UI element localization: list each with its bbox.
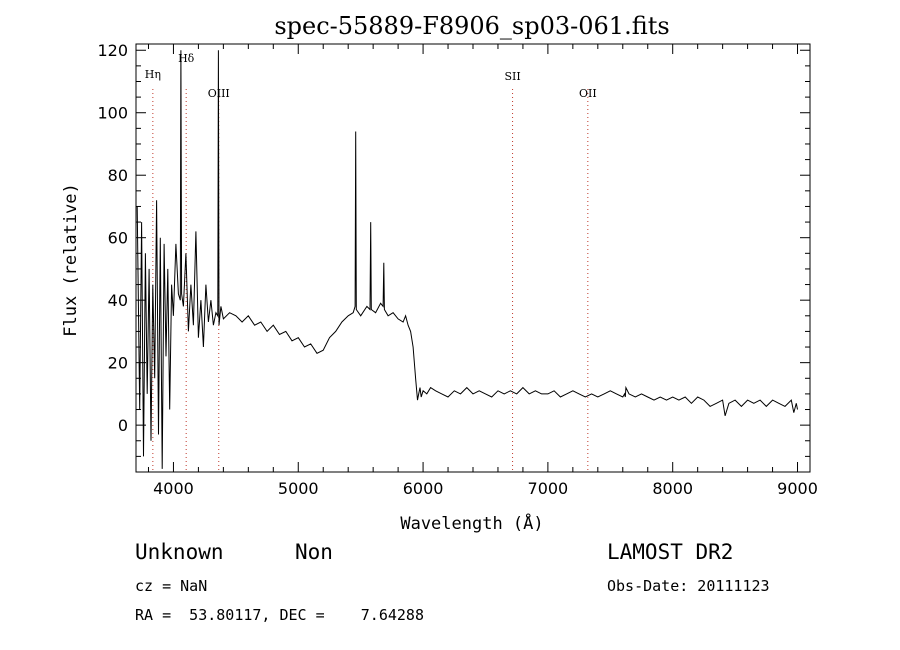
y-tick-label: 120	[97, 41, 128, 60]
x-axis-label: Wavelength (Å)	[400, 512, 543, 534]
survey-name: LAMOST DR2	[607, 540, 733, 564]
x-tick-label: 4000	[153, 479, 194, 498]
spectrum-line	[136, 50, 798, 469]
y-tick-label: 80	[108, 166, 128, 185]
x-tick-label: 8000	[652, 479, 693, 498]
x-tick-label: 5000	[278, 479, 319, 498]
y-tick-label: 0	[118, 416, 128, 435]
y-tick-label: 20	[108, 354, 128, 373]
y-tick-label: 100	[97, 104, 128, 123]
chart-title: spec-55889-F8906_sp03-061.fits	[274, 12, 669, 40]
observation-date: Obs-Date: 20111123	[607, 577, 770, 595]
emission-line-label: Hδ	[178, 52, 195, 65]
emission-line-label: SII	[504, 70, 520, 83]
x-tick-label: 7000	[528, 479, 569, 498]
y-axis-label: Flux (relative)	[61, 183, 81, 337]
axis-ticks: 4000 5000 6000 7000 8000 9000 0 20 40 60 80 100 120	[97, 41, 817, 498]
x-tick-label: 6000	[403, 479, 444, 498]
emission-line-label: OII	[579, 87, 597, 100]
coordinates-text: RA = 53.80117, DEC = 7.64288	[135, 606, 424, 624]
object-subclass: Non	[295, 540, 333, 564]
y-tick-label: 60	[108, 229, 128, 248]
emission-line-label: Hη	[145, 68, 161, 81]
redshift-text: cz = NaN	[135, 577, 207, 595]
object-class: Unknown	[135, 540, 224, 564]
x-tick-label: 9000	[777, 479, 818, 498]
y-tick-label: 40	[108, 291, 128, 310]
